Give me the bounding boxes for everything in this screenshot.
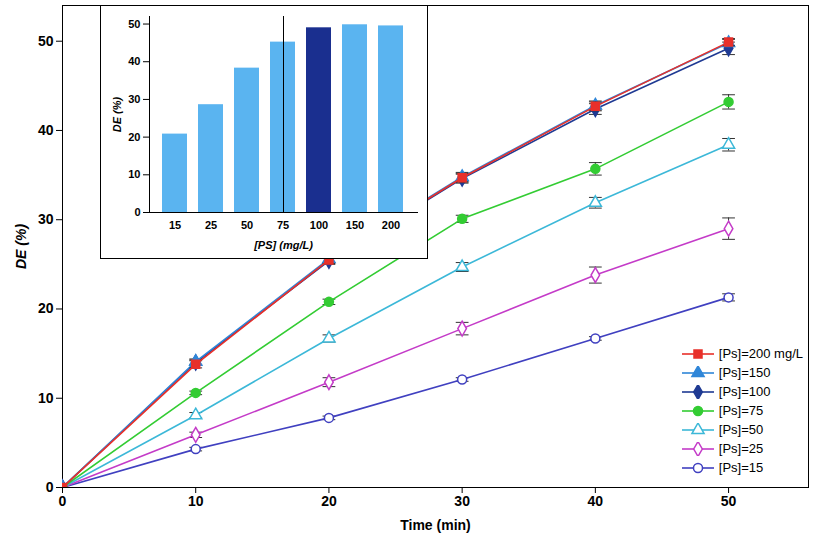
svg-text:50: 50 <box>721 493 737 509</box>
svg-text:DE (%): DE (%) <box>111 96 123 132</box>
svg-text:Time (min): Time (min) <box>400 517 471 533</box>
svg-text:200: 200 <box>382 219 400 231</box>
svg-text:100: 100 <box>310 219 328 231</box>
svg-text:50: 50 <box>241 219 253 231</box>
svg-text:15: 15 <box>169 219 181 231</box>
svg-text:20: 20 <box>321 493 337 509</box>
html-text:[Ps]=150: [Ps]=150 <box>718 365 771 380</box>
svg-text:40: 40 <box>588 493 604 509</box>
svg-text:20: 20 <box>128 131 140 143</box>
svg-text:40: 40 <box>128 55 140 67</box>
svg-text:30: 30 <box>38 211 54 227</box>
svg-text:20: 20 <box>38 300 54 316</box>
svg-text:30: 30 <box>454 493 470 509</box>
svg-text:DE (%): DE (%) <box>13 224 29 269</box>
html-text:[Ps]=75: [Ps]=75 <box>718 403 764 418</box>
html-text:[Ps]=50: [Ps]=50 <box>718 422 764 437</box>
html-text:[Ps]=15: [Ps]=15 <box>718 460 764 475</box>
svg-text:50: 50 <box>38 33 54 49</box>
svg-text:75: 75 <box>277 219 289 231</box>
svg-text:0: 0 <box>134 206 140 218</box>
svg-text:10: 10 <box>38 390 54 406</box>
svg-text:50: 50 <box>128 18 140 30</box>
svg-text:0: 0 <box>59 493 67 509</box>
svg-text:150: 150 <box>346 219 364 231</box>
svg-text:10: 10 <box>188 493 204 509</box>
svg-text:0: 0 <box>46 479 54 495</box>
svg-text:10: 10 <box>128 168 140 180</box>
svg-text:25: 25 <box>205 219 217 231</box>
html-text:[Ps]=100: [Ps]=100 <box>718 384 771 399</box>
svg-text:40: 40 <box>38 122 54 138</box>
svg-text:[PS] (mg/L): [PS] (mg/L) <box>253 239 313 251</box>
html-text:[Ps]=25: [Ps]=25 <box>718 441 764 456</box>
svg-text:30: 30 <box>128 93 140 105</box>
html-text:[Ps]=200 mg/L: [Ps]=200 mg/L <box>718 346 803 361</box>
